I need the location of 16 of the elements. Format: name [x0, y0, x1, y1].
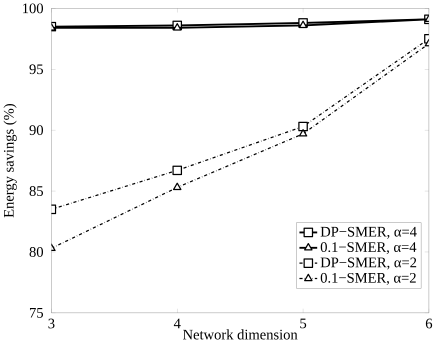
legend-label: 0.1−SMER, α=2 [320, 272, 416, 285]
y-tick-label: 80 [30, 247, 44, 257]
x-axis-title: Network dimension [183, 329, 298, 340]
x-tick-label: 6 [426, 318, 432, 328]
y-tick-label: 85 [30, 186, 44, 196]
legend-label: DP−SMER, α=2 [320, 258, 416, 270]
y-tick-label: 100 [23, 3, 44, 14]
y-axis-title: Energy savings (%) [3, 104, 17, 218]
x-tick-label: 4 [174, 318, 181, 328]
legend-label: DP−SMER, α=4 [320, 226, 417, 239]
x-tick-label: 5 [300, 318, 306, 328]
y-tick-label: 95 [29, 64, 44, 74]
x-tick-label: 3 [48, 318, 54, 328]
y-tick-label: 90 [29, 125, 44, 136]
y-tick-label: 75 [30, 308, 44, 318]
legend-label: 0.1−SMER, α=4 [320, 242, 416, 254]
